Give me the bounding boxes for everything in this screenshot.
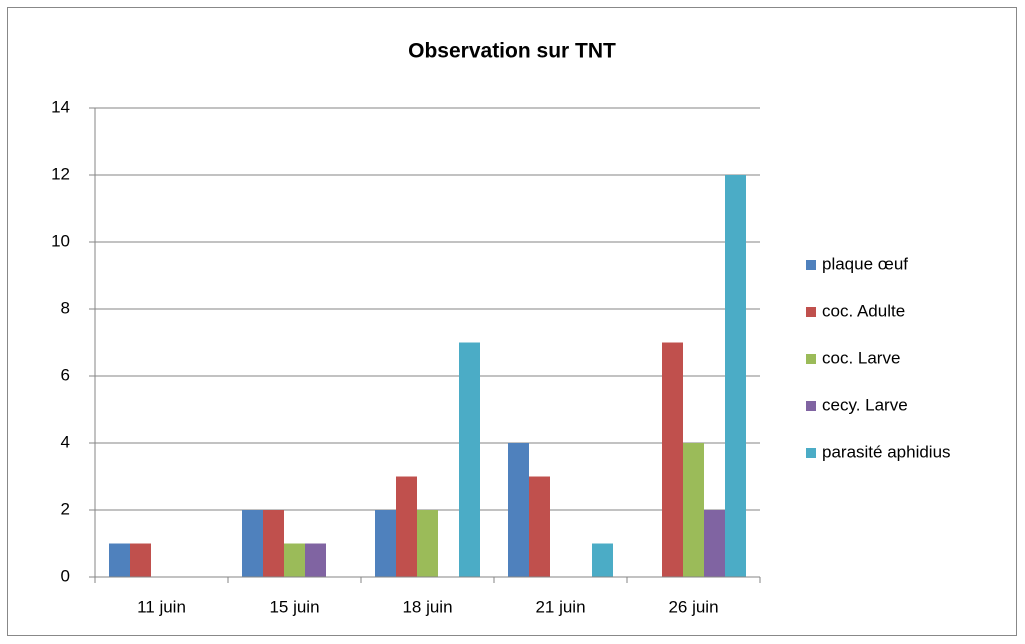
legend-label: parasité aphidius [822,442,951,461]
x-tick-label: 21 juin [535,597,585,616]
bar [683,443,704,577]
legend-swatch [806,401,816,411]
legend-swatch [806,260,816,270]
legend-label: coc. Larve [822,348,900,367]
bar [704,510,725,577]
x-tick-label: 11 juin [137,597,186,616]
legend-label: cecy. Larve [822,395,908,414]
x-tick-label: 26 juin [668,597,718,616]
bar [242,510,263,577]
legend-label: coc. Adulte [822,301,905,320]
y-tick-label: 12 [51,164,70,183]
bar [508,443,529,577]
y-tick-label: 2 [61,499,70,518]
bar [725,175,746,577]
bar [109,543,130,577]
y-tick-label: 8 [61,298,70,317]
y-tick-label: 14 [51,97,70,116]
y-tick-label: 0 [61,566,70,585]
bar [396,476,417,577]
y-tick-label: 6 [61,365,70,384]
legend-label: plaque œuf [822,254,908,273]
x-tick-label: 18 juin [402,597,452,616]
bar [305,543,326,577]
bar [417,510,438,577]
bar [662,342,683,577]
y-tick-label: 4 [61,432,70,451]
y-tick-label: 10 [51,231,70,250]
bar [529,476,550,577]
bar [263,510,284,577]
legend-swatch [806,354,816,364]
bar [592,543,613,577]
bar [459,342,480,577]
bar [130,543,151,577]
legend-swatch [806,307,816,317]
bar [375,510,396,577]
x-tick-label: 15 juin [269,597,319,616]
bar [284,543,305,577]
chart-title: Observation sur TNT [408,40,616,63]
legend-swatch [806,448,816,458]
